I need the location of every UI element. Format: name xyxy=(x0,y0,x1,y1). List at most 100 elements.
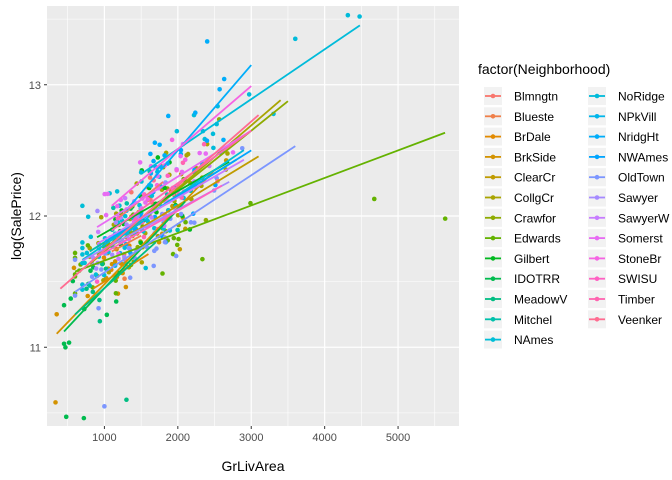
legend-label: Blueste xyxy=(514,110,554,124)
data-point xyxy=(188,220,194,225)
data-point xyxy=(124,397,129,403)
data-point xyxy=(173,253,179,259)
regression-line xyxy=(111,85,252,207)
legend-key-point xyxy=(594,195,600,200)
data-point xyxy=(204,39,210,44)
data-point xyxy=(53,400,58,405)
legend-item: NAmes xyxy=(484,330,553,349)
data-point xyxy=(154,246,159,251)
legend-item: BrkSide xyxy=(484,147,556,166)
data-point xyxy=(96,305,101,311)
data-point xyxy=(151,263,157,269)
data-point xyxy=(72,257,78,263)
data-point xyxy=(101,255,107,260)
data-point xyxy=(147,175,153,180)
data-point xyxy=(98,214,104,220)
legend-item: Mitchel xyxy=(484,310,552,329)
data-point xyxy=(201,141,207,147)
legend-key-point xyxy=(594,114,600,119)
regression-line xyxy=(74,241,157,316)
data-point xyxy=(239,145,245,151)
data-point xyxy=(72,250,78,256)
data-point xyxy=(68,296,74,301)
data-point xyxy=(72,293,78,298)
data-point xyxy=(116,256,121,262)
legend-label: IDOTRR xyxy=(514,272,560,286)
data-point xyxy=(66,340,72,345)
legend-label: NWAmes xyxy=(618,150,668,164)
legend-key-point xyxy=(490,296,496,302)
data-point xyxy=(94,279,100,284)
data-point xyxy=(169,137,175,143)
legend-item: Blueste xyxy=(484,107,554,126)
regression-line xyxy=(74,145,296,293)
data-point xyxy=(85,214,91,220)
data-point xyxy=(54,311,59,317)
legend-item: Timber xyxy=(588,290,655,308)
legend-label: Veenker xyxy=(618,313,662,327)
data-point xyxy=(113,220,119,225)
legend-item: IDOTRR xyxy=(484,269,560,288)
data-point xyxy=(160,271,165,276)
y-tick-label: 13 xyxy=(29,80,41,92)
legend-item: Edwards xyxy=(484,229,561,248)
legend-item: ClearCr xyxy=(484,168,555,187)
data-point xyxy=(127,275,133,281)
legend-title: factor(Neighborhood) xyxy=(478,61,610,77)
data-point xyxy=(112,259,118,264)
legend-label: NAmes xyxy=(514,333,553,347)
legend-item: Veenker xyxy=(588,310,662,329)
legend-key-point xyxy=(594,276,600,282)
data-point xyxy=(122,213,128,219)
data-point xyxy=(90,289,96,295)
data-point xyxy=(93,272,99,277)
data-point xyxy=(88,268,93,274)
legend-key-point xyxy=(490,174,496,180)
data-point xyxy=(80,252,85,257)
legend-key-point xyxy=(594,215,600,221)
legend-key-point xyxy=(594,154,600,160)
data-point xyxy=(139,260,145,265)
y-tick-label: 11 xyxy=(30,342,41,354)
legend-key-point xyxy=(490,317,496,322)
legend-label: Mitchel xyxy=(514,313,552,327)
legend-label: NridgHt xyxy=(618,130,659,144)
data-point xyxy=(165,173,171,179)
legend-label: BrkSide xyxy=(514,150,556,164)
data-point xyxy=(123,284,129,290)
data-point xyxy=(210,131,216,137)
data-point xyxy=(246,92,252,97)
data-point xyxy=(177,246,183,252)
x-tick-label: 1000 xyxy=(92,432,116,444)
data-point xyxy=(87,283,93,288)
data-point xyxy=(165,113,171,119)
data-point xyxy=(99,261,105,267)
data-point xyxy=(115,216,121,221)
data-point xyxy=(371,196,377,202)
regression-line xyxy=(103,149,252,244)
data-point xyxy=(113,299,119,304)
data-point xyxy=(193,110,198,115)
data-point xyxy=(95,208,100,214)
y-axis-title: log(SalePrice) xyxy=(8,172,24,260)
data-point xyxy=(145,196,151,202)
legend-key-point xyxy=(594,93,600,99)
data-point xyxy=(192,220,197,225)
data-point xyxy=(174,128,180,134)
data-point xyxy=(114,189,120,194)
regression-line xyxy=(96,184,223,258)
data-point xyxy=(162,185,167,191)
legend-key-point xyxy=(594,317,600,322)
legend: factor(Neighborhood) Blmngtn Blueste BrDal… xyxy=(478,61,670,349)
data-point xyxy=(129,189,134,195)
legend-items: Blmngtn Blueste BrDale BrkSide ClearCr CollgC… xyxy=(484,87,670,349)
data-point xyxy=(217,86,222,92)
data-point xyxy=(357,14,362,19)
data-point xyxy=(81,415,87,421)
data-point xyxy=(61,341,67,347)
data-point xyxy=(95,229,101,235)
legend-key-point xyxy=(490,337,496,342)
legend-label: CollgCr xyxy=(514,191,554,205)
legend-label: Edwards xyxy=(514,232,561,246)
data-point xyxy=(178,211,184,217)
